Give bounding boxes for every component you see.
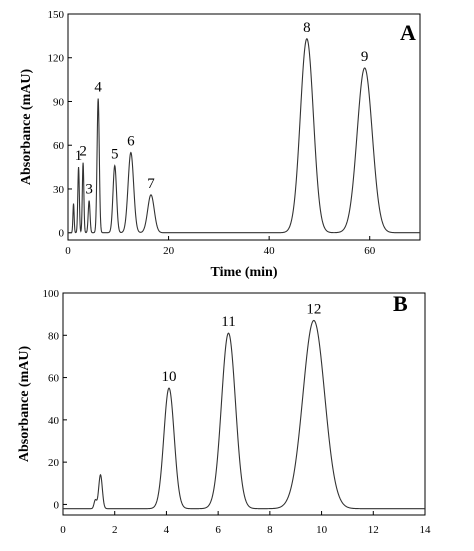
y-tick-label: 100 — [43, 288, 60, 300]
y-tick-label: 60 — [53, 140, 65, 152]
x-tick-label: 6 — [215, 524, 221, 536]
chart-panel-b: 0 20 40 60 80 100 0 2 4 6 8 10 12 14 10 11 12 B Absorbance… — [17, 288, 431, 536]
x-axis-label: Time (min) — [210, 265, 277, 280]
y-tick-label: 60 — [48, 373, 60, 385]
x-tick-label: 10 — [316, 524, 328, 536]
peak-label: 12 — [306, 301, 321, 317]
peak-label: 3 — [85, 182, 93, 198]
peak-label: 4 — [94, 80, 102, 96]
y-tick-label: 80 — [48, 330, 60, 342]
y-tick-label: 0 — [59, 228, 65, 240]
y-tick-label: 30 — [53, 184, 65, 196]
peak-label: 6 — [127, 134, 135, 150]
peak-label: 9 — [361, 49, 369, 65]
x-tick-label: 14 — [420, 524, 432, 536]
x-tick-label: 4 — [164, 524, 170, 536]
x-tick-label: 60 — [364, 245, 376, 257]
x-tick-label: 8 — [267, 524, 273, 536]
peak-label: 5 — [111, 147, 119, 163]
y-axis-label: Absorbance (mAU) — [17, 346, 32, 463]
peak-label: 11 — [221, 314, 235, 330]
x-tick-label: 20 — [163, 245, 175, 257]
peak-label: 7 — [147, 176, 155, 192]
x-tick-label: 40 — [264, 245, 276, 257]
chromatogram-trace — [68, 38, 420, 234]
x-tick-label: 0 — [65, 245, 71, 257]
chromatogram-trace — [63, 319, 425, 510]
plot-frame — [62, 292, 426, 516]
peak-label: 1 — [75, 148, 83, 164]
y-tick-label: 120 — [48, 53, 65, 65]
peak-label: 10 — [162, 369, 177, 385]
y-tick-label: 0 — [54, 499, 60, 511]
panel-letter: B — [393, 291, 408, 316]
panel-letter: A — [400, 20, 416, 45]
y-tick-label: 90 — [53, 96, 65, 108]
y-tick-label: 40 — [48, 415, 60, 427]
y-tick-label: 150 — [48, 9, 65, 21]
y-axis-label: Absorbance (mAU) — [19, 69, 34, 186]
x-tick-label: 12 — [368, 524, 379, 536]
peak-label: 2 — [79, 144, 87, 160]
x-tick-label: 2 — [112, 524, 118, 536]
peak-label: 8 — [303, 20, 311, 36]
x-tick-label: 0 — [60, 524, 66, 536]
plot-frame — [67, 13, 421, 241]
y-tick-label: 20 — [48, 457, 60, 469]
